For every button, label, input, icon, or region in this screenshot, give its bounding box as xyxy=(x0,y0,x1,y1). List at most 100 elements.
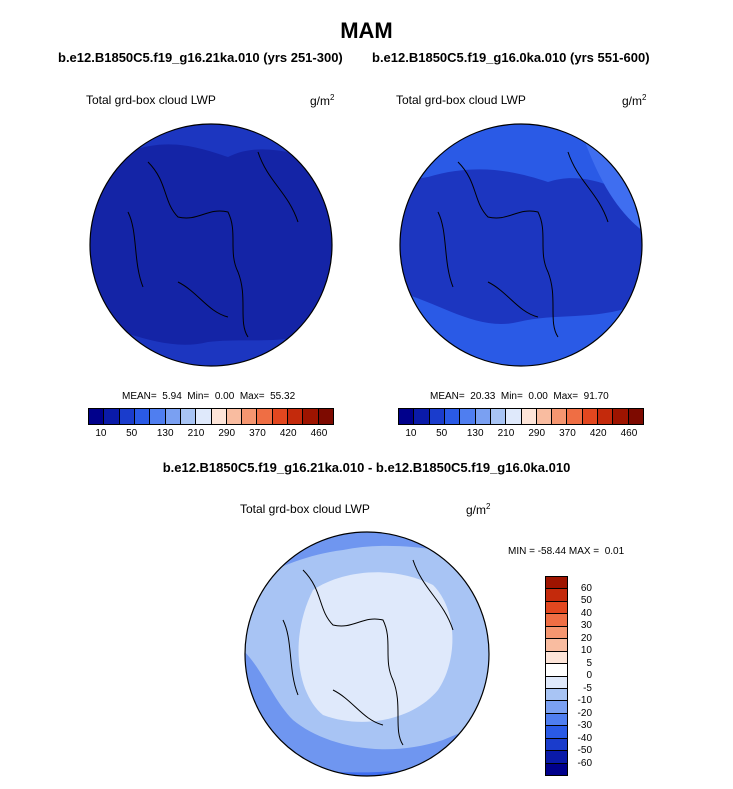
colorbar-box xyxy=(165,409,181,424)
colorbar-box xyxy=(104,409,120,424)
left-colorbar xyxy=(88,408,334,425)
colorbar-box xyxy=(567,409,583,424)
colorbar-box xyxy=(211,409,227,424)
colorbar-tick-label: 0 xyxy=(586,670,592,681)
colorbar-tick-label: -20 xyxy=(577,707,592,719)
colorbar-tick-label: 10 xyxy=(95,428,107,439)
colorbar-box xyxy=(628,409,643,424)
diff-stats: MIN = -58.44 MAX = 0.01 xyxy=(508,546,625,557)
difference-title: b.e12.B1850C5.f19_g16.21ka.010 - b.e12.B… xyxy=(162,460,571,475)
diff-units: g/m2 xyxy=(466,502,491,517)
colorbar-tick-label: 420 xyxy=(589,428,607,439)
colorbar-box xyxy=(552,409,568,424)
colorbar-box xyxy=(546,614,567,627)
right-stats: MEAN= 20.33 Min= 0.00 Max= 91.70 xyxy=(430,391,609,402)
left-colorbar-labels: 10 50 130 210 290 370 420 460 xyxy=(88,428,334,440)
difference-colorbar xyxy=(545,576,568,776)
colorbar-box xyxy=(546,763,567,775)
colorbar-tick-label: 5 xyxy=(586,657,592,669)
right-case-title: b.e12.B1850C5.f19_g16.0ka.010 (yrs 551-6… xyxy=(372,50,650,65)
colorbar-box xyxy=(429,409,445,424)
colorbar-box xyxy=(475,409,491,424)
colorbar-tick-label: 130 xyxy=(466,428,484,439)
colorbar-box xyxy=(272,409,289,424)
colorbar-box xyxy=(546,577,567,590)
colorbar-box xyxy=(506,409,522,424)
colorbar-box xyxy=(399,409,415,424)
colorbar-box xyxy=(536,409,553,424)
colorbar-box xyxy=(546,639,567,652)
colorbar-tick-label: 50 xyxy=(580,595,592,606)
colorbar-tick-label: 370 xyxy=(559,428,576,439)
colorbar-tick-label: -50 xyxy=(577,745,592,756)
colorbar-box xyxy=(546,601,567,615)
colorbar-box xyxy=(89,409,105,424)
colorbar-box xyxy=(613,409,629,424)
colorbar-box xyxy=(257,409,273,424)
colorbar-box xyxy=(546,664,567,677)
colorbar-box xyxy=(546,589,567,602)
colorbar-box xyxy=(546,751,567,764)
left-case-title: b.e12.B1850C5.f19_g16.21ka.010 (yrs 251-… xyxy=(58,50,343,65)
colorbar-box xyxy=(180,409,197,424)
colorbar-tick-label: 460 xyxy=(620,428,638,439)
colorbar-tick-label: -60 xyxy=(577,757,592,769)
colorbar-tick-label: 20 xyxy=(580,632,592,644)
colorbar-box xyxy=(444,409,461,424)
colorbar-tick-label: 50 xyxy=(436,428,448,439)
right-colorbar xyxy=(398,408,644,425)
colorbar-box xyxy=(490,409,507,424)
colorbar-tick-label: 40 xyxy=(580,607,592,619)
colorbar-tick-label: -40 xyxy=(577,732,592,744)
colorbar-tick-label: 10 xyxy=(405,428,417,439)
left-variable-label: Total grd-box cloud LWP xyxy=(86,93,216,107)
colorbar-tick-label: 290 xyxy=(528,428,546,439)
right-colorbar-labels: 10 50 130 210 290 370 420 460 xyxy=(398,428,644,440)
colorbar-box xyxy=(318,409,333,424)
colorbar-box xyxy=(288,409,304,424)
colorbar-box xyxy=(546,651,567,665)
colorbar-box xyxy=(303,409,319,424)
colorbar-box xyxy=(196,409,212,424)
colorbar-tick-label: 50 xyxy=(126,428,138,439)
right-polar-map xyxy=(399,123,643,367)
colorbar-tick-label: 210 xyxy=(187,428,205,439)
colorbar-box xyxy=(460,409,476,424)
colorbar-tick-label: 210 xyxy=(497,428,515,439)
colorbar-box xyxy=(119,409,135,424)
difference-polar-map xyxy=(244,531,490,777)
colorbar-box xyxy=(134,409,151,424)
colorbar-box xyxy=(226,409,243,424)
colorbar-box xyxy=(598,409,614,424)
colorbar-box xyxy=(546,738,567,752)
right-variable-label: Total grd-box cloud LWP xyxy=(396,93,526,107)
colorbar-box xyxy=(414,409,430,424)
figure-title: MAM xyxy=(340,18,393,43)
left-units: g/m2 xyxy=(310,93,335,108)
colorbar-tick-label: 30 xyxy=(580,620,592,631)
colorbar-box xyxy=(242,409,258,424)
difference-colorbar-labels: 60 50 40 30 20 10 5 0 -5 -10 -20 -30 -40 -50 -60 xyxy=(572,576,602,776)
colorbar-tick-label: 420 xyxy=(279,428,297,439)
diff-variable-label: Total grd-box cloud LWP xyxy=(240,502,370,516)
colorbar-box xyxy=(546,701,567,714)
colorbar-tick-label: -30 xyxy=(577,720,592,731)
colorbar-box xyxy=(582,409,599,424)
colorbar-box xyxy=(521,409,537,424)
colorbar-tick-label: 290 xyxy=(218,428,236,439)
colorbar-box xyxy=(546,713,567,727)
colorbar-box xyxy=(546,626,567,640)
colorbar-box xyxy=(150,409,166,424)
colorbar-box xyxy=(546,688,567,702)
left-polar-map xyxy=(89,123,333,367)
colorbar-tick-label: 60 xyxy=(580,582,592,594)
right-units: g/m2 xyxy=(622,93,647,108)
colorbar-tick-label: -5 xyxy=(583,682,592,694)
colorbar-tick-label: 10 xyxy=(580,645,592,656)
colorbar-tick-label: 370 xyxy=(249,428,266,439)
colorbar-tick-label: 460 xyxy=(310,428,328,439)
colorbar-box xyxy=(546,676,567,689)
left-stats: MEAN= 5.94 Min= 0.00 Max= 55.32 xyxy=(122,391,296,402)
colorbar-box xyxy=(546,726,567,739)
colorbar-tick-label: -10 xyxy=(577,695,592,706)
